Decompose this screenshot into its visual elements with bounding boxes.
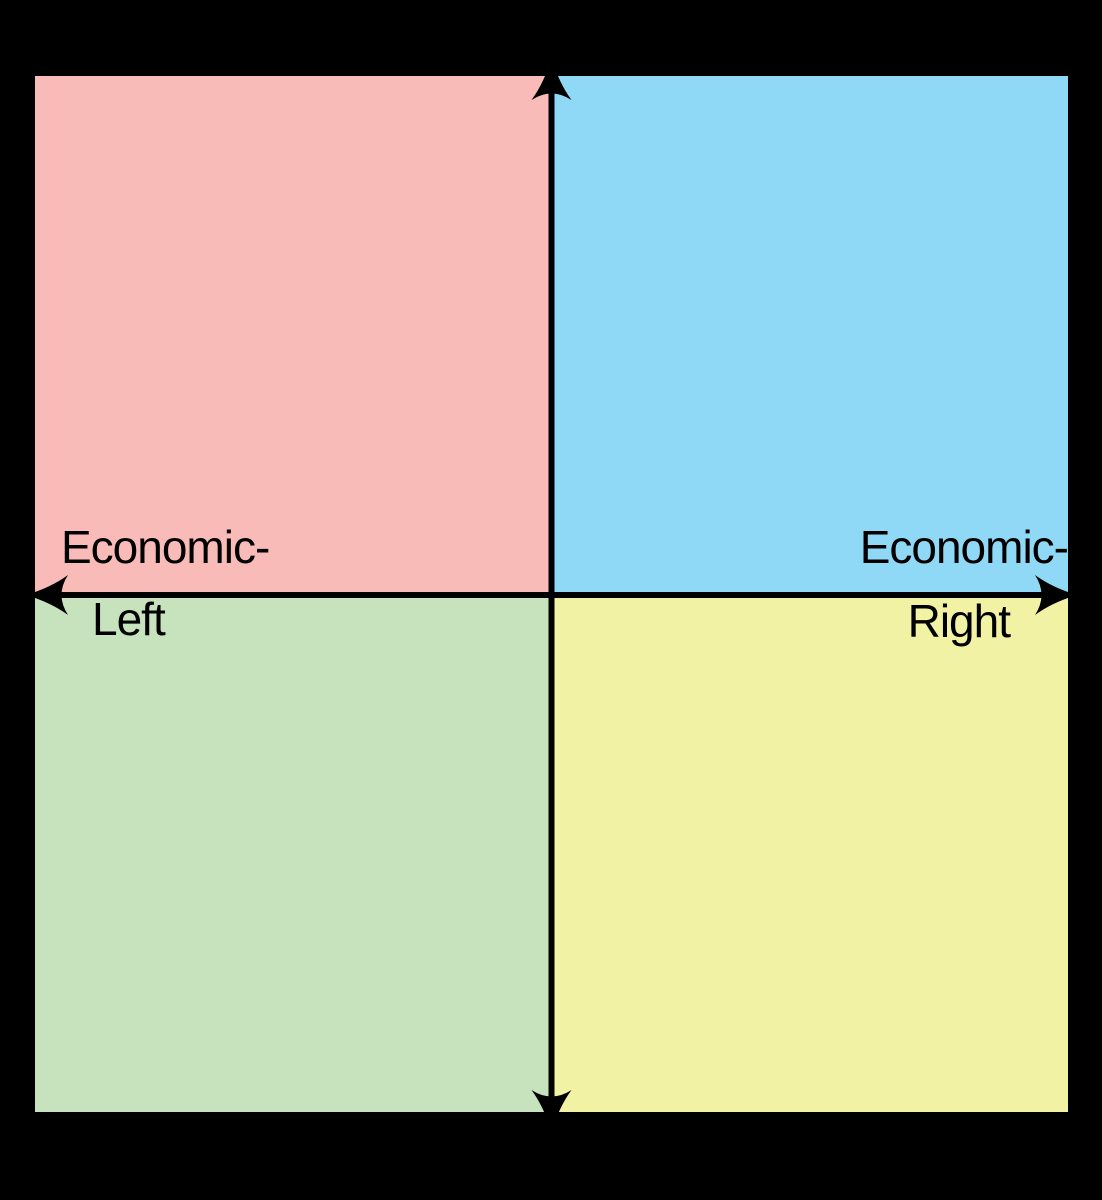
x-axis-left-label-line2: Left (92, 593, 166, 645)
quadrant-top-left (35, 76, 552, 594)
quadrant-bottom-right (551, 594, 1068, 1112)
quadrant-bottom-left (35, 594, 552, 1112)
political-compass (35, 76, 1068, 1112)
x-axis-left-label-line1: Economic- (61, 521, 270, 573)
y-axis-top-label: Authoritarian (427, 17, 676, 69)
y-axis-bottom-label: Libertarian (447, 1143, 655, 1195)
x-axis-right-label-line2: Right (907, 595, 1011, 647)
quadrant-top-right (551, 76, 1068, 594)
x-axis-right-label-line1: Economic- (859, 521, 1069, 573)
